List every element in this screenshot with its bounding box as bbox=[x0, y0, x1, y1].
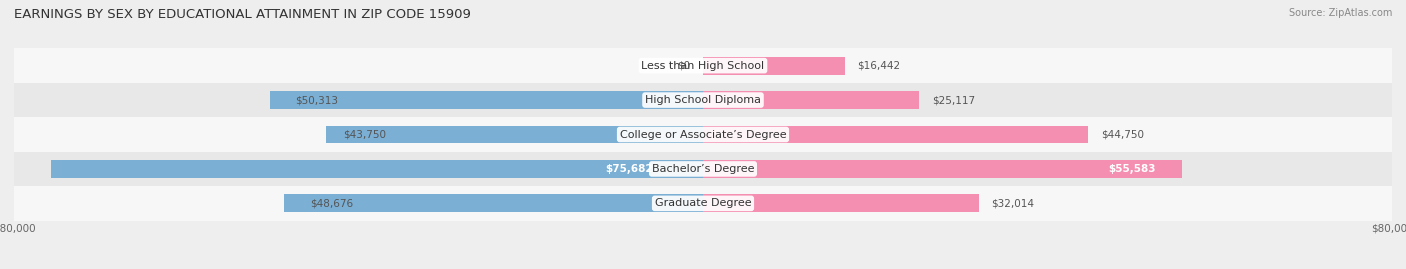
Bar bbox=[14, 83, 1392, 117]
Bar bbox=[14, 152, 1392, 186]
Bar bbox=[270, 91, 703, 109]
Bar bbox=[703, 160, 1181, 178]
Bar bbox=[703, 57, 845, 75]
Bar bbox=[14, 186, 1392, 221]
Text: Graduate Degree: Graduate Degree bbox=[655, 198, 751, 208]
Text: $75,682: $75,682 bbox=[605, 164, 652, 174]
Text: $16,442: $16,442 bbox=[858, 61, 901, 71]
Text: EARNINGS BY SEX BY EDUCATIONAL ATTAINMENT IN ZIP CODE 15909: EARNINGS BY SEX BY EDUCATIONAL ATTAINMEN… bbox=[14, 8, 471, 21]
Text: College or Associate’s Degree: College or Associate’s Degree bbox=[620, 129, 786, 140]
Text: High School Diploma: High School Diploma bbox=[645, 95, 761, 105]
Text: $32,014: $32,014 bbox=[991, 198, 1035, 208]
Bar bbox=[284, 194, 703, 212]
Text: Source: ZipAtlas.com: Source: ZipAtlas.com bbox=[1288, 8, 1392, 18]
Bar bbox=[703, 91, 920, 109]
Text: Less than High School: Less than High School bbox=[641, 61, 765, 71]
Text: $55,583: $55,583 bbox=[1108, 164, 1156, 174]
Bar bbox=[703, 194, 979, 212]
Text: $50,313: $50,313 bbox=[295, 95, 339, 105]
Bar bbox=[326, 126, 703, 143]
Bar bbox=[51, 160, 703, 178]
Bar bbox=[14, 48, 1392, 83]
Bar bbox=[703, 126, 1088, 143]
Text: $25,117: $25,117 bbox=[932, 95, 976, 105]
Text: $44,750: $44,750 bbox=[1101, 129, 1144, 140]
Text: Bachelor’s Degree: Bachelor’s Degree bbox=[652, 164, 754, 174]
Text: $0: $0 bbox=[676, 61, 690, 71]
Text: $48,676: $48,676 bbox=[309, 198, 353, 208]
Text: $43,750: $43,750 bbox=[343, 129, 387, 140]
Bar bbox=[14, 117, 1392, 152]
